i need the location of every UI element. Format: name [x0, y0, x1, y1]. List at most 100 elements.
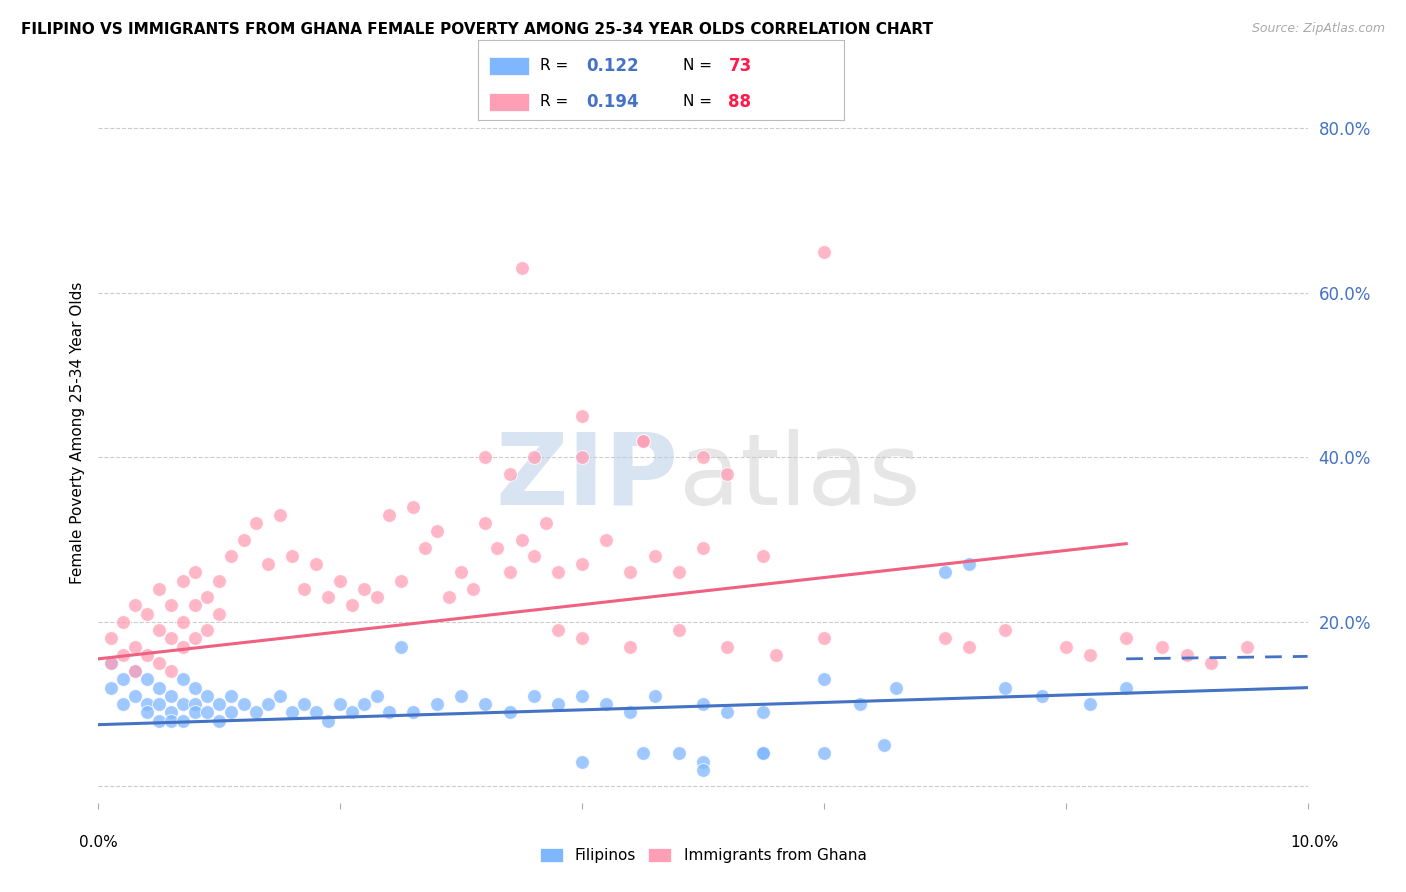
- Text: R =: R =: [540, 58, 574, 73]
- Point: [148, 697, 170, 711]
- Point: [124, 689, 146, 703]
- Point: [160, 714, 183, 728]
- Point: [148, 623, 170, 637]
- Point: [994, 681, 1017, 695]
- Point: [100, 632, 122, 646]
- Point: [160, 632, 183, 646]
- Point: [631, 434, 654, 448]
- Point: [547, 623, 569, 637]
- Point: [402, 706, 425, 720]
- Point: [148, 582, 170, 596]
- Point: [111, 673, 134, 687]
- Point: [221, 689, 243, 703]
- Text: Source: ZipAtlas.com: Source: ZipAtlas.com: [1251, 22, 1385, 36]
- FancyBboxPatch shape: [489, 93, 529, 111]
- Point: [1078, 648, 1101, 662]
- Text: N =: N =: [683, 95, 717, 110]
- Point: [366, 689, 388, 703]
- Point: [571, 632, 593, 646]
- Point: [692, 763, 714, 777]
- Point: [208, 607, 231, 621]
- Text: 0.122: 0.122: [586, 57, 638, 75]
- Point: [135, 648, 157, 662]
- Point: [195, 689, 218, 703]
- Point: [269, 508, 291, 522]
- Point: [886, 681, 908, 695]
- Point: [195, 706, 218, 720]
- Point: [124, 664, 146, 678]
- Point: [595, 533, 617, 547]
- Point: [292, 582, 315, 596]
- Point: [160, 599, 183, 613]
- Point: [644, 549, 666, 563]
- Point: [813, 244, 835, 259]
- Point: [692, 697, 714, 711]
- Point: [353, 697, 375, 711]
- Point: [184, 566, 207, 580]
- Point: [160, 664, 183, 678]
- Point: [752, 549, 775, 563]
- Point: [957, 640, 980, 654]
- Point: [111, 615, 134, 629]
- Point: [849, 697, 872, 711]
- Point: [184, 632, 207, 646]
- Point: [329, 574, 352, 588]
- Text: atlas: atlas: [679, 428, 921, 525]
- Point: [1152, 640, 1174, 654]
- Point: [124, 664, 146, 678]
- Point: [124, 640, 146, 654]
- Point: [716, 467, 738, 481]
- Point: [389, 640, 412, 654]
- Point: [463, 582, 485, 596]
- Text: N =: N =: [683, 58, 717, 73]
- Point: [160, 706, 183, 720]
- Point: [426, 524, 449, 539]
- Point: [631, 747, 654, 761]
- Point: [316, 714, 339, 728]
- Point: [498, 467, 520, 481]
- Point: [195, 623, 218, 637]
- Point: [474, 516, 496, 530]
- Point: [256, 697, 278, 711]
- Point: [765, 648, 787, 662]
- Point: [184, 681, 207, 695]
- Point: [377, 508, 399, 522]
- Point: [752, 706, 775, 720]
- Point: [184, 697, 207, 711]
- Point: [316, 590, 339, 604]
- Point: [813, 632, 835, 646]
- Point: [184, 599, 207, 613]
- Point: [1236, 640, 1258, 654]
- Point: [111, 697, 134, 711]
- Point: [377, 706, 399, 720]
- FancyBboxPatch shape: [489, 57, 529, 75]
- Point: [547, 697, 569, 711]
- Point: [135, 706, 157, 720]
- Point: [571, 558, 593, 572]
- Text: FILIPINO VS IMMIGRANTS FROM GHANA FEMALE POVERTY AMONG 25-34 YEAR OLDS CORRELATI: FILIPINO VS IMMIGRANTS FROM GHANA FEMALE…: [21, 22, 934, 37]
- Point: [752, 747, 775, 761]
- Point: [135, 697, 157, 711]
- Point: [413, 541, 436, 555]
- Point: [172, 615, 194, 629]
- Point: [692, 755, 714, 769]
- Point: [221, 706, 243, 720]
- Point: [135, 673, 157, 687]
- Point: [498, 706, 520, 720]
- Point: [172, 714, 194, 728]
- Point: [523, 450, 546, 465]
- Point: [752, 747, 775, 761]
- Point: [474, 450, 496, 465]
- Point: [498, 566, 520, 580]
- Point: [474, 697, 496, 711]
- Point: [269, 689, 291, 703]
- Point: [148, 681, 170, 695]
- Point: [111, 648, 134, 662]
- Point: [305, 558, 328, 572]
- Point: [450, 566, 472, 580]
- Point: [523, 689, 546, 703]
- Point: [957, 558, 980, 572]
- Text: 10.0%: 10.0%: [1291, 836, 1339, 850]
- Point: [510, 261, 533, 276]
- Point: [342, 706, 364, 720]
